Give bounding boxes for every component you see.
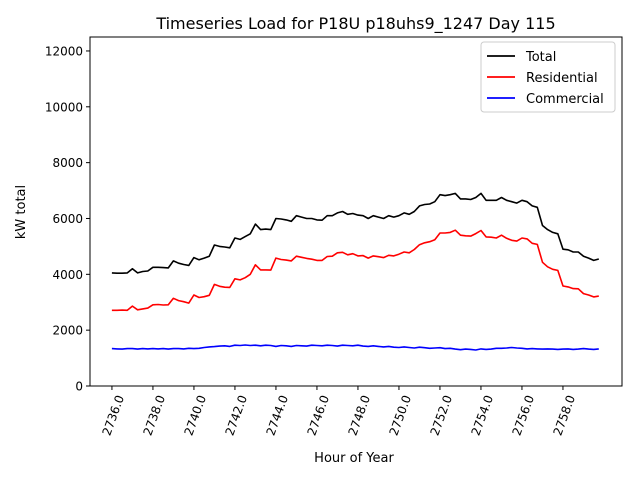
y-tick-label: 4000 — [52, 268, 83, 282]
y-tick-label: 8000 — [52, 156, 83, 170]
legend-box — [480, 41, 616, 113]
series-line-commercial — [111, 344, 599, 351]
y-tick-label: 6000 — [52, 212, 83, 226]
legend-label-total: Total — [525, 50, 556, 65]
series-line-residential — [111, 229, 599, 312]
legend-label-commercial: Commercial — [526, 92, 604, 107]
x-axis-label: Hour of Year — [314, 451, 394, 466]
y-tick-label: 12000 — [45, 44, 83, 58]
legend: Total Residential Commercial — [480, 41, 616, 113]
y-tick-label: 10000 — [45, 100, 83, 114]
chart-title: Timeseries Load for P18U p18uhs9_1247 Da… — [155, 14, 555, 34]
y-tick-label: 0 — [75, 380, 83, 394]
plot-area-frame — [89, 36, 623, 387]
legend-label-residential: Residential — [526, 71, 598, 86]
y-axis-label: kW total — [14, 185, 29, 239]
y-tick-label: 2000 — [52, 324, 83, 338]
series-lines — [111, 192, 600, 351]
y-axis-ticks: 0 2000 4000 6000 8000 10000 12000 — [45, 44, 90, 394]
series-line-total — [111, 192, 600, 275]
